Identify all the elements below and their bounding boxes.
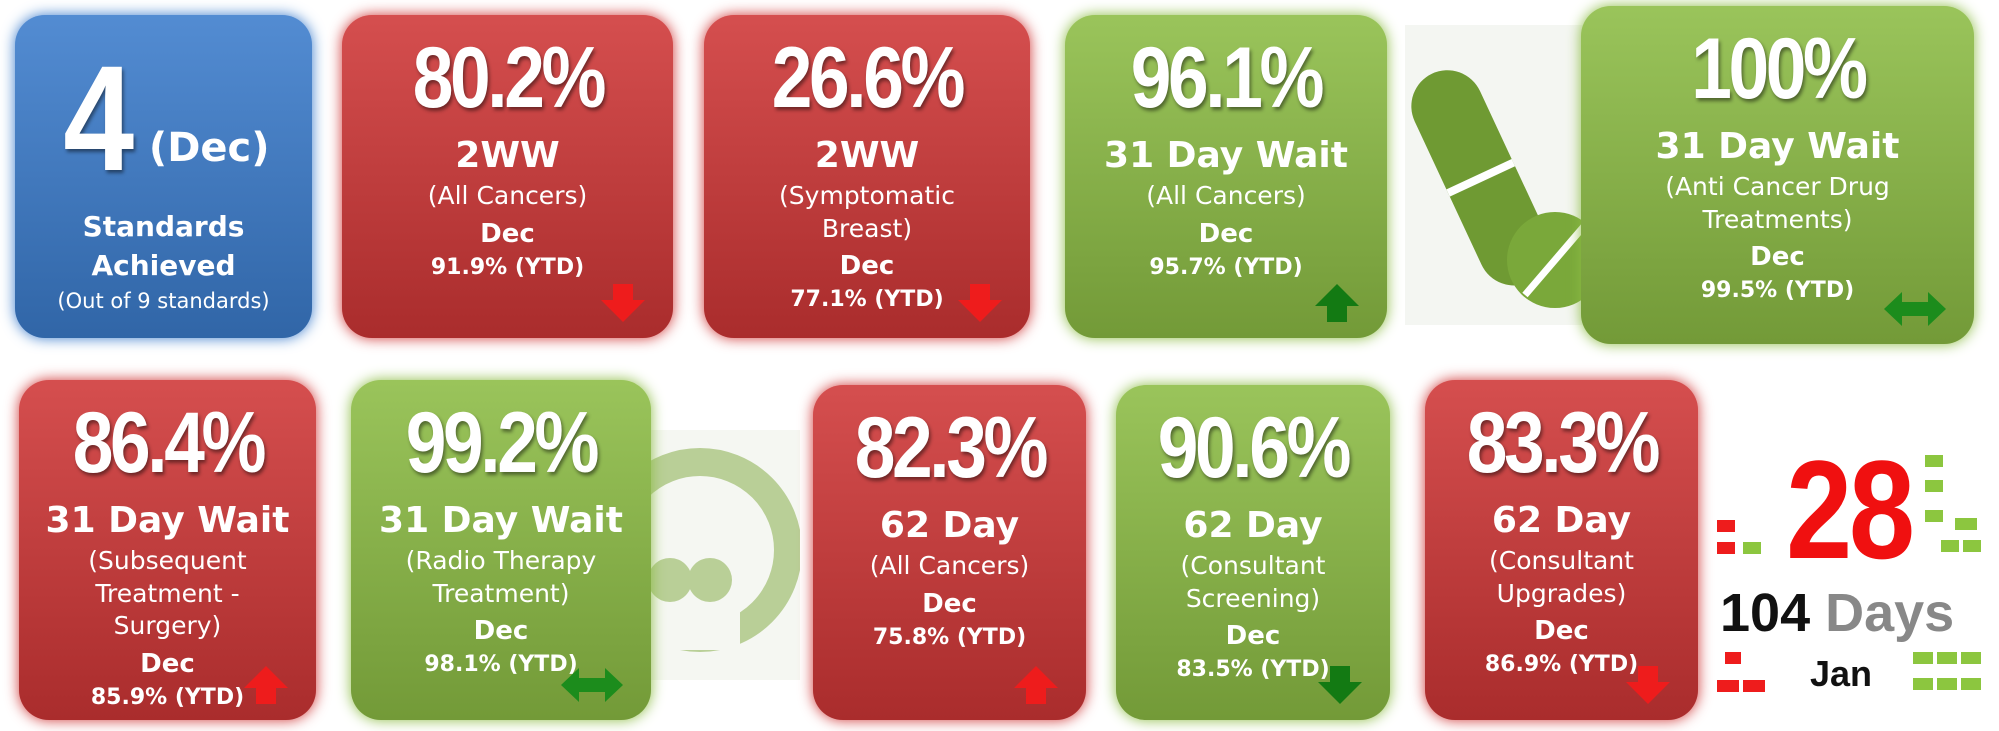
kpi-tile: 99.2% 31 Day Wait (Radio Therapy Treatment… xyxy=(351,380,651,720)
standards-tile: 4 (Dec) Standards Achieved (Out of 9 sta… xyxy=(15,15,312,338)
kpi-detail: (Anti Cancer Drug Treatments) xyxy=(1665,172,1890,234)
kpi-measure: 62 Day xyxy=(1183,505,1323,546)
days-panel: 28 104 Days Jan xyxy=(1715,440,1985,730)
trend-arrow xyxy=(1318,666,1362,704)
kpi-value: 96.1% xyxy=(1130,30,1325,126)
kpi-tile: 90.6% 62 Day (Consultant Screening) Dec 83.5… xyxy=(1116,385,1390,720)
kpi-tile: 80.2% 2WW (All Cancers) Dec 91.9% (YTD) xyxy=(342,15,673,338)
trend-arrow xyxy=(1315,284,1359,322)
kpi-ytd: 91.9% (YTD) xyxy=(430,254,585,280)
trend-arrow xyxy=(1884,292,1946,326)
kpi-detail: (All Cancers) xyxy=(427,181,588,210)
kpi-period: Dec xyxy=(1534,616,1589,646)
kpi-period: Dec xyxy=(922,588,977,619)
kpi-ytd: 85.9% (YTD) xyxy=(90,684,245,710)
kpi-measure: 31 Day Wait xyxy=(45,500,290,541)
kpi-detail: (All Cancers) xyxy=(1146,181,1306,210)
kpi-value: 82.3% xyxy=(854,400,1048,496)
kpi-ytd: 86.9% (YTD) xyxy=(1484,652,1639,677)
kpi-period: Dec xyxy=(839,251,895,281)
days-month: Jan xyxy=(1810,653,1873,694)
standards-head: 4 (Dec) xyxy=(57,34,270,202)
kpi-ytd: 99.5% (YTD) xyxy=(1700,278,1855,303)
standards-label: Standards Achieved xyxy=(82,210,245,283)
kpi-detail: (Consultant Upgrades) xyxy=(1489,546,1634,608)
trend-arrow xyxy=(1626,666,1670,704)
kpi-detail: (Symptomatic Breast) xyxy=(779,181,955,243)
kpi-tile: 83.3% 62 Day (Consultant Upgrades) Dec 86.9%… xyxy=(1425,380,1698,720)
kpi-period: Dec xyxy=(1750,242,1805,272)
kpi-ytd: 83.5% (YTD) xyxy=(1176,657,1330,682)
standards-value: 4 xyxy=(63,34,135,202)
kpi-tile: 82.3% 62 Day (All Cancers) Dec 75.8% (YTD) xyxy=(813,385,1086,720)
trend-arrow xyxy=(1014,666,1058,704)
kpi-measure: 31 Day Wait xyxy=(1104,135,1348,176)
kpi-ytd: 77.1% (YTD) xyxy=(790,287,944,312)
radiotherapy-icon xyxy=(630,430,800,680)
kpi-detail: (Consultant Screening) xyxy=(1180,551,1326,613)
days-total-line: 104 Days xyxy=(1720,582,1954,644)
days-total: 104 xyxy=(1720,583,1811,643)
kpi-value: 80.2% xyxy=(412,30,606,126)
kpi-measure: 31 Day Wait xyxy=(379,500,623,541)
trend-arrow xyxy=(561,668,623,702)
days-decoration xyxy=(1717,455,1981,692)
kpi-measure: 31 Day Wait xyxy=(1655,126,1900,167)
kpi-value: 83.3% xyxy=(1466,395,1660,491)
trend-arrow xyxy=(244,666,288,704)
kpi-measure: 62 Day xyxy=(879,505,1020,546)
kpi-tile: 96.1% 31 Day Wait (All Cancers) Dec 95.7% (Y… xyxy=(1065,15,1387,338)
kpi-value: 99.2% xyxy=(405,395,600,491)
kpi-value: 90.6% xyxy=(1157,400,1352,496)
kpi-value: 26.6% xyxy=(771,30,966,126)
kpi-detail: (Radio Therapy Treatment) xyxy=(405,546,597,608)
kpi-ytd: 95.7% (YTD) xyxy=(1149,254,1303,280)
kpi-tile: 26.6% 2WW (Symptomatic Breast) Dec 77.1% (YT… xyxy=(704,15,1030,338)
days-unit: Days xyxy=(1825,583,1955,643)
standards-note: (Out of 9 standards) xyxy=(57,289,270,314)
kpi-tile: 100% 31 Day Wait (Anti Cancer Drug Treatme… xyxy=(1581,6,1974,344)
kpi-ytd: 98.1% (YTD) xyxy=(424,652,578,677)
kpi-value: 100% xyxy=(1690,21,1868,117)
days-value: 28 xyxy=(1786,431,1915,588)
kpi-period: Dec xyxy=(480,218,535,249)
kpi-tile: 86.4% 31 Day Wait (Subsequent Treatment - … xyxy=(19,380,316,720)
kpi-period: Dec xyxy=(473,616,529,646)
kpi-period: Dec xyxy=(1225,621,1281,651)
kpi-detail: (Subsequent Treatment - Surgery) xyxy=(88,546,247,640)
kpi-measure: 2WW xyxy=(455,135,560,176)
kpi-period: Dec xyxy=(140,648,195,679)
kpi-value: 86.4% xyxy=(72,395,266,491)
kpi-measure: 2WW xyxy=(814,135,920,176)
pill-icon xyxy=(1405,25,1585,325)
kpi-detail: (All Cancers) xyxy=(869,551,1030,580)
kpi-measure: 62 Day xyxy=(1491,500,1632,541)
standards-period: (Dec) xyxy=(148,125,270,171)
kpi-ytd: 75.8% (YTD) xyxy=(872,624,1027,650)
trend-arrow xyxy=(601,284,645,322)
kpi-period: Dec xyxy=(1198,218,1254,249)
trend-arrow xyxy=(958,284,1002,322)
